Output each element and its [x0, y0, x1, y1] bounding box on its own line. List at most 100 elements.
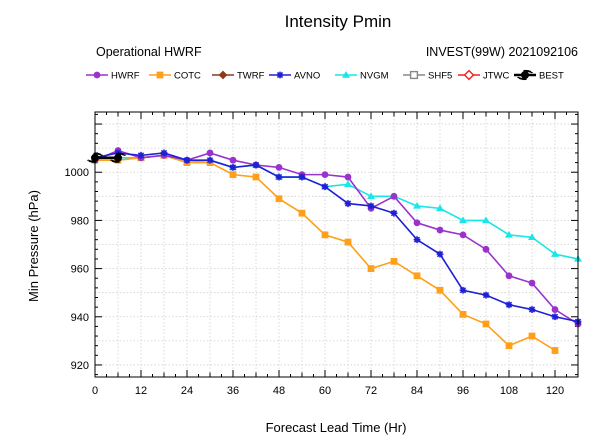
series-point-avno	[183, 156, 191, 164]
x-tick-label: 120	[546, 385, 564, 397]
x-tick-label: 12	[135, 385, 147, 397]
series-point-avno	[459, 286, 467, 294]
hurricane-symbol-arms	[517, 69, 533, 81]
series-point-hwrf	[436, 226, 444, 234]
series-point-avno	[551, 313, 559, 321]
series-point-nvgm	[344, 180, 352, 187]
series-point-avno	[321, 183, 329, 191]
y-tick-label: 940	[71, 312, 89, 324]
series-point-cotc	[505, 342, 513, 350]
series-point-nvgm	[505, 230, 513, 238]
series-point-avno	[206, 156, 214, 164]
series-point-cotc	[252, 173, 260, 181]
series-point-avno	[505, 301, 513, 309]
series-point-cotc	[413, 272, 421, 280]
series-point-hwrf	[482, 245, 490, 253]
series-point-cotc	[298, 209, 306, 217]
series-point-hwrf	[321, 171, 329, 179]
x-tick-label: 84	[411, 385, 423, 397]
series-point-hwrf	[229, 156, 237, 164]
series-point-cotc	[275, 195, 283, 203]
series-point-avno	[344, 200, 352, 207]
series-point-cotc	[390, 257, 398, 265]
x-tick-label: 96	[457, 385, 469, 397]
legend-label-avno: AVNO	[294, 71, 320, 82]
legend-label-hwrf: HWRF	[111, 71, 140, 82]
plot-frame	[94, 111, 579, 378]
x-tick-label: 36	[227, 385, 239, 397]
legend-marker-jtwc	[463, 69, 475, 81]
series-point-hwrf	[528, 279, 536, 287]
series-line-hwrf	[94, 149, 579, 325]
series-point-nvgm	[482, 216, 490, 224]
series-point-avno	[298, 173, 306, 181]
legend-label-jtwc: JTWC	[483, 71, 510, 82]
series-point-nvgm	[436, 204, 444, 212]
legend: HWRF COTC TWRF AVNO NVGM SHF5 JTWC BEST	[86, 69, 564, 82]
legend-label-shf5: SHF5	[428, 71, 452, 82]
series-point-avno	[436, 250, 444, 258]
series-point-avno	[528, 306, 536, 313]
y-axis-label: Min Pressure (hPa)	[26, 190, 41, 302]
legend-marker-best	[517, 69, 533, 81]
legend-marker-twrf	[218, 70, 228, 80]
y-tick-label: 980	[71, 215, 89, 227]
series-point-hwrf	[390, 192, 398, 200]
x-tick-label: 108	[500, 385, 518, 397]
chart-subtitle-left: Operational HWRF	[96, 45, 202, 59]
x-axis-label: Forecast Lead Time (Hr)	[266, 420, 407, 435]
y-tick-label: 920	[71, 360, 89, 372]
hurricane-symbol-core	[521, 71, 529, 79]
series-point-avno	[413, 236, 421, 244]
series-point-hwrf	[413, 219, 421, 227]
series-point-nvgm	[413, 201, 421, 209]
legend-label-cotc: COTC	[174, 71, 201, 82]
x-tick-label: 60	[319, 385, 331, 397]
series-point-hwrf	[551, 306, 559, 313]
legend-marker-cotc	[156, 71, 164, 79]
series-point-nvgm	[528, 233, 536, 240]
legend-marker-nvgm	[342, 71, 350, 78]
hurricane-symbol-arms	[110, 152, 126, 163]
series-point-avno	[160, 149, 168, 157]
series-point-avno	[390, 209, 398, 217]
series-point-hwrf	[206, 149, 214, 157]
x-tick-label: 0	[92, 385, 98, 397]
series-point-avno	[275, 173, 283, 181]
y-tick-label: 1000	[65, 167, 89, 179]
series-point-nvgm	[459, 216, 467, 224]
series-point-cotc	[551, 347, 559, 354]
chart-title: Intensity Pmin	[285, 12, 392, 31]
series-point-nvgm	[367, 192, 375, 200]
x-tick-label: 72	[365, 385, 377, 397]
legend-marker-avno	[276, 71, 284, 79]
series-point-cotc	[436, 286, 444, 294]
chart-subtitle-right: INVEST(99W) 2021092106	[426, 45, 578, 59]
x-tick-label: 48	[273, 385, 285, 397]
series-point-hwrf	[459, 231, 467, 239]
series-point-avno	[482, 291, 490, 299]
series-point-cotc	[229, 171, 237, 179]
series-point-hwrf	[344, 173, 352, 181]
series-line-nvgm	[95, 154, 579, 260]
series-point-hwrf	[275, 164, 283, 171]
series-point-cotc	[459, 310, 467, 318]
series-point-cotc	[344, 238, 352, 246]
series-point-cotc	[321, 231, 329, 239]
legend-marker-hwrf	[93, 71, 101, 79]
series-point-cotc	[367, 265, 375, 272]
series-layer	[87, 147, 582, 354]
legend-label-nvgm: NVGM	[360, 71, 389, 82]
series-point-cotc	[528, 332, 536, 340]
series-point-avno	[229, 164, 237, 171]
series-point-cotc	[482, 320, 490, 328]
legend-label-twrf: TWRF	[237, 71, 265, 82]
x-tick-label: 24	[181, 385, 193, 397]
series-point-avno	[137, 151, 145, 159]
series-point-avno	[252, 161, 260, 169]
hurricane-symbol-core	[114, 153, 122, 162]
legend-marker-shf5	[409, 70, 419, 80]
legend-label-best: BEST	[539, 71, 564, 82]
series-point-nvgm	[551, 250, 559, 257]
series-point-avno	[367, 202, 375, 210]
